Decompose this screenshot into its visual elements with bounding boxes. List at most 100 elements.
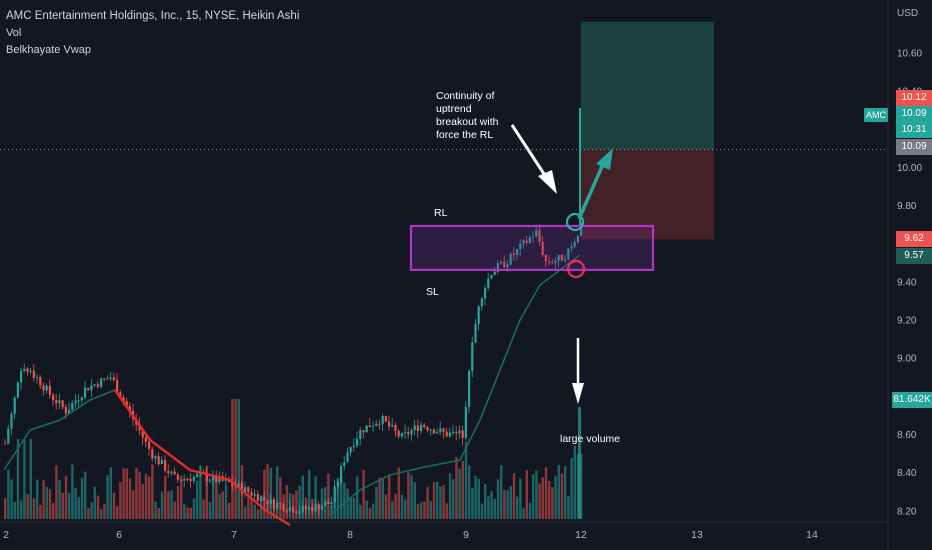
volume-bar bbox=[228, 502, 231, 519]
annotation-sl[interactable]: SL bbox=[426, 286, 439, 298]
candle-body bbox=[432, 429, 435, 434]
candle-body bbox=[356, 438, 359, 446]
volume-bar bbox=[176, 486, 180, 519]
volume-bar bbox=[432, 482, 436, 519]
candle-body bbox=[416, 425, 419, 431]
candle-body bbox=[173, 471, 176, 475]
volume-bar bbox=[461, 461, 464, 519]
annotation-continuity[interactable]: Continuity of uptrend breakout with forc… bbox=[436, 90, 516, 142]
candle-body bbox=[343, 462, 346, 467]
candle-body bbox=[42, 385, 45, 391]
volume-bar bbox=[477, 478, 480, 519]
volume-bar bbox=[263, 469, 266, 519]
candle-body bbox=[250, 492, 253, 496]
volume-bar bbox=[410, 475, 413, 519]
volume-bar bbox=[349, 498, 352, 519]
candle-body bbox=[26, 368, 29, 372]
candle-body bbox=[442, 428, 445, 432]
candle-body bbox=[394, 424, 397, 431]
volume-bar bbox=[128, 478, 132, 519]
volume-bar bbox=[551, 487, 554, 519]
candle-body bbox=[189, 478, 192, 482]
candle-body bbox=[464, 407, 467, 438]
volume-bar bbox=[132, 490, 135, 519]
legend-symbol-title[interactable]: AMC Entertainment Holdings, Inc., 15, NY… bbox=[6, 10, 300, 22]
candle-body bbox=[436, 432, 439, 434]
volume-bar bbox=[7, 469, 10, 519]
volume-bar bbox=[199, 466, 202, 519]
volume-bar bbox=[333, 498, 336, 519]
candle-body bbox=[404, 431, 407, 433]
volume-bar bbox=[100, 508, 103, 519]
candle-body bbox=[439, 428, 442, 433]
volume-bar bbox=[375, 486, 378, 519]
volume-bar bbox=[186, 507, 189, 519]
volume-bar bbox=[407, 472, 410, 519]
volume-bar bbox=[490, 491, 493, 519]
candle-body bbox=[423, 424, 426, 427]
volume-bar bbox=[87, 508, 90, 519]
volume-bar bbox=[471, 487, 474, 519]
y-tick-label: 10.00 bbox=[897, 163, 922, 174]
vwap-down-line bbox=[114, 389, 291, 527]
volume-bar bbox=[336, 477, 340, 519]
candle-body bbox=[429, 429, 432, 431]
volume-bar bbox=[247, 495, 250, 519]
candle-body bbox=[256, 493, 259, 502]
chart-legend: AMC Entertainment Holdings, Inc., 15, NY… bbox=[6, 8, 299, 59]
candle-body bbox=[253, 493, 256, 496]
volume-bar bbox=[135, 467, 138, 519]
volume-bar bbox=[413, 482, 416, 519]
legend-volume[interactable]: Vol bbox=[6, 27, 22, 39]
candle-body bbox=[157, 456, 160, 465]
candle-body bbox=[208, 480, 211, 482]
candle-body bbox=[458, 430, 461, 434]
volume-bar bbox=[58, 480, 61, 519]
volume-bar bbox=[208, 501, 212, 519]
annotation-continuity-line: force the RL bbox=[436, 129, 494, 141]
volume-bar bbox=[541, 477, 544, 519]
volume-bar bbox=[573, 445, 576, 519]
legend-vwap[interactable]: Belkhayate Vwap bbox=[6, 44, 91, 56]
candle-body bbox=[557, 254, 560, 261]
candle-body bbox=[247, 487, 250, 493]
candle-body bbox=[468, 371, 471, 408]
annotation-continuity-line: breakout with bbox=[436, 116, 499, 128]
volume-bar bbox=[324, 486, 327, 519]
volume-bar bbox=[327, 473, 330, 519]
candle-body bbox=[496, 263, 499, 272]
volume-bar bbox=[4, 498, 7, 519]
annotation-rl[interactable]: RL bbox=[434, 207, 448, 219]
volume-bar bbox=[519, 478, 522, 519]
volume-bar bbox=[378, 477, 381, 519]
candle-body bbox=[522, 240, 525, 244]
candle-body bbox=[141, 430, 144, 438]
volume-layer bbox=[4, 399, 583, 519]
volume-bar bbox=[173, 501, 176, 519]
annotation-large-volume[interactable]: large volume bbox=[560, 433, 621, 445]
volume-bar bbox=[503, 490, 506, 519]
candle-body bbox=[372, 425, 375, 428]
candle-body bbox=[29, 370, 32, 372]
candle-body bbox=[167, 471, 170, 474]
candle-body bbox=[77, 400, 80, 402]
volume-bar bbox=[496, 479, 500, 519]
volume-bar bbox=[384, 494, 388, 519]
volume-bar bbox=[288, 493, 292, 519]
volume-bar bbox=[352, 497, 356, 519]
candle-body bbox=[119, 392, 122, 398]
volume-bar bbox=[420, 502, 423, 519]
volume-bar bbox=[276, 466, 279, 519]
volume-bar bbox=[292, 494, 295, 519]
volume-bar bbox=[500, 465, 503, 519]
volume-bar bbox=[439, 486, 442, 519]
candle-body bbox=[448, 432, 451, 437]
volume-bar bbox=[42, 479, 45, 519]
candle-body bbox=[10, 413, 13, 429]
candle-body bbox=[554, 260, 557, 263]
currency-label[interactable]: USD bbox=[897, 8, 919, 19]
volume-bar bbox=[282, 494, 285, 519]
candle-body bbox=[426, 426, 429, 431]
stop-price-tag: 9.57 bbox=[896, 248, 932, 264]
